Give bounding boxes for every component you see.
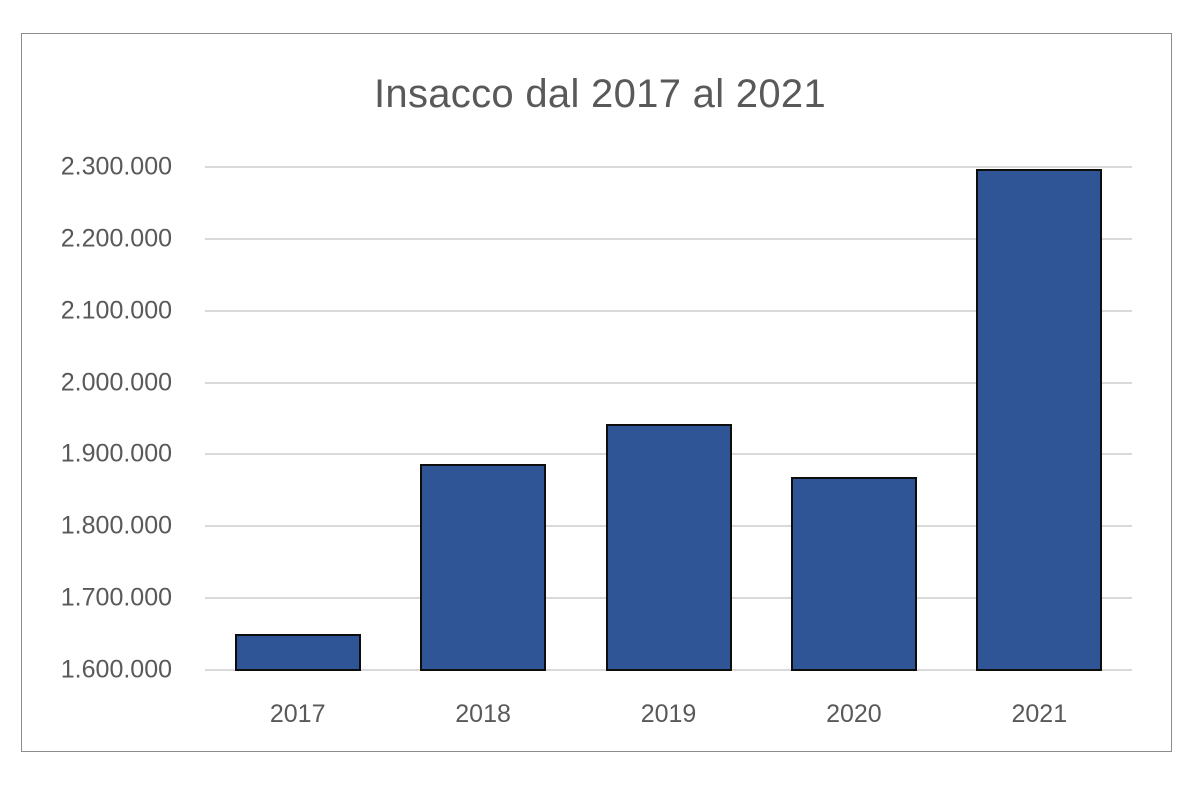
y-axis-tick-label: 1.900.000 [60, 439, 172, 468]
x-axis-tick-label: 2021 [1011, 700, 1068, 728]
y-axis-tick-label: 2.000.000 [60, 368, 172, 397]
x-axis-tick-label: 2020 [826, 700, 882, 728]
y-axis-tick-label: 2.100.000 [60, 296, 172, 325]
bar-2018 [420, 463, 547, 671]
y-axis-tick-label: 2.300.000 [60, 152, 172, 181]
y-axis-tick-label: 1.700.000 [60, 583, 172, 612]
x-axis-tick-label: 2017 [269, 700, 326, 728]
bar-2017 [234, 634, 361, 671]
y-axis-tick-label: 2.200.000 [60, 224, 172, 253]
gridline [205, 381, 1132, 384]
x-axis-tick-label: 2018 [455, 700, 511, 728]
gridline [205, 309, 1132, 312]
gridline [205, 166, 1132, 168]
bar-2020 [790, 477, 917, 671]
x-axis-tick-label: 2019 [640, 700, 697, 728]
bar-2019 [605, 423, 732, 671]
bar-2021 [976, 169, 1103, 671]
gridline [205, 237, 1132, 240]
y-axis-tick-label: 1.800.000 [60, 511, 172, 540]
y-axis-tick-label: 1.600.000 [60, 655, 172, 684]
chart-title: Insacco dal 2017 al 2021 [374, 72, 826, 116]
